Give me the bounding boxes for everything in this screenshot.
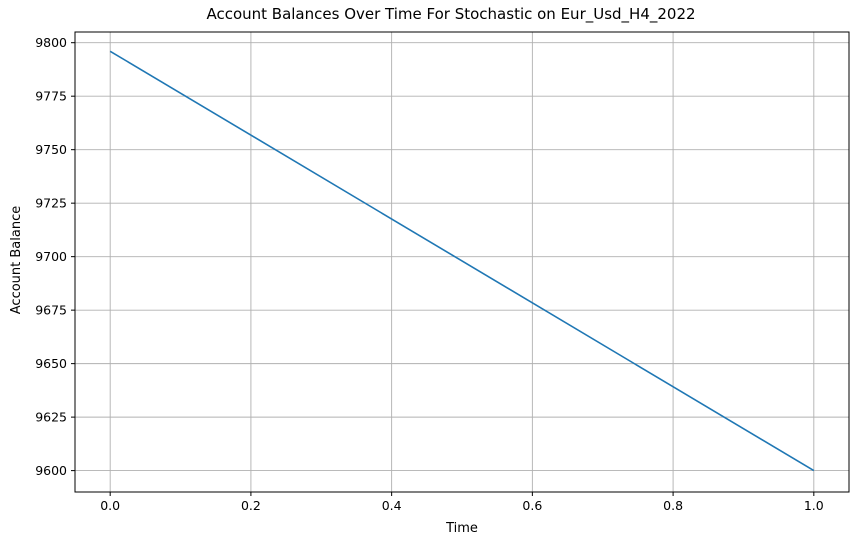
y-tick-label: 9800 [35,35,67,50]
y-tick-label: 9675 [35,303,67,318]
x-tick-label: 1.0 [804,498,824,513]
grid-lines [75,32,849,492]
series-line [109,50,815,472]
x-axis-label: Time [445,521,478,536]
x-tick-label: 0.8 [663,498,683,513]
x-axis: 0.0 0.2 0.4 0.6 0.8 1.0 [100,492,824,513]
y-tick-label: 9775 [35,89,67,104]
x-tick-label: 0.6 [522,498,542,513]
y-axis: 9600 9625 9650 9675 9700 9725 9750 9775 9800 [35,35,75,478]
y-axis-label: Account Balance [9,206,24,314]
y-tick-label: 9600 [35,463,67,478]
x-tick-label: 0.2 [241,498,261,513]
y-tick-label: 9625 [35,410,67,425]
chart-title: Account Balances Over Time For Stochasti… [206,5,695,24]
y-tick-label: 9700 [35,249,67,264]
x-tick-label: 0.4 [382,498,402,513]
y-tick-label: 9725 [35,196,67,211]
series-layer [109,50,815,472]
x-tick-label: 0.0 [100,498,120,513]
plot-frame [74,31,850,493]
y-tick-label: 9650 [35,356,67,371]
y-tick-label: 9750 [35,142,67,157]
